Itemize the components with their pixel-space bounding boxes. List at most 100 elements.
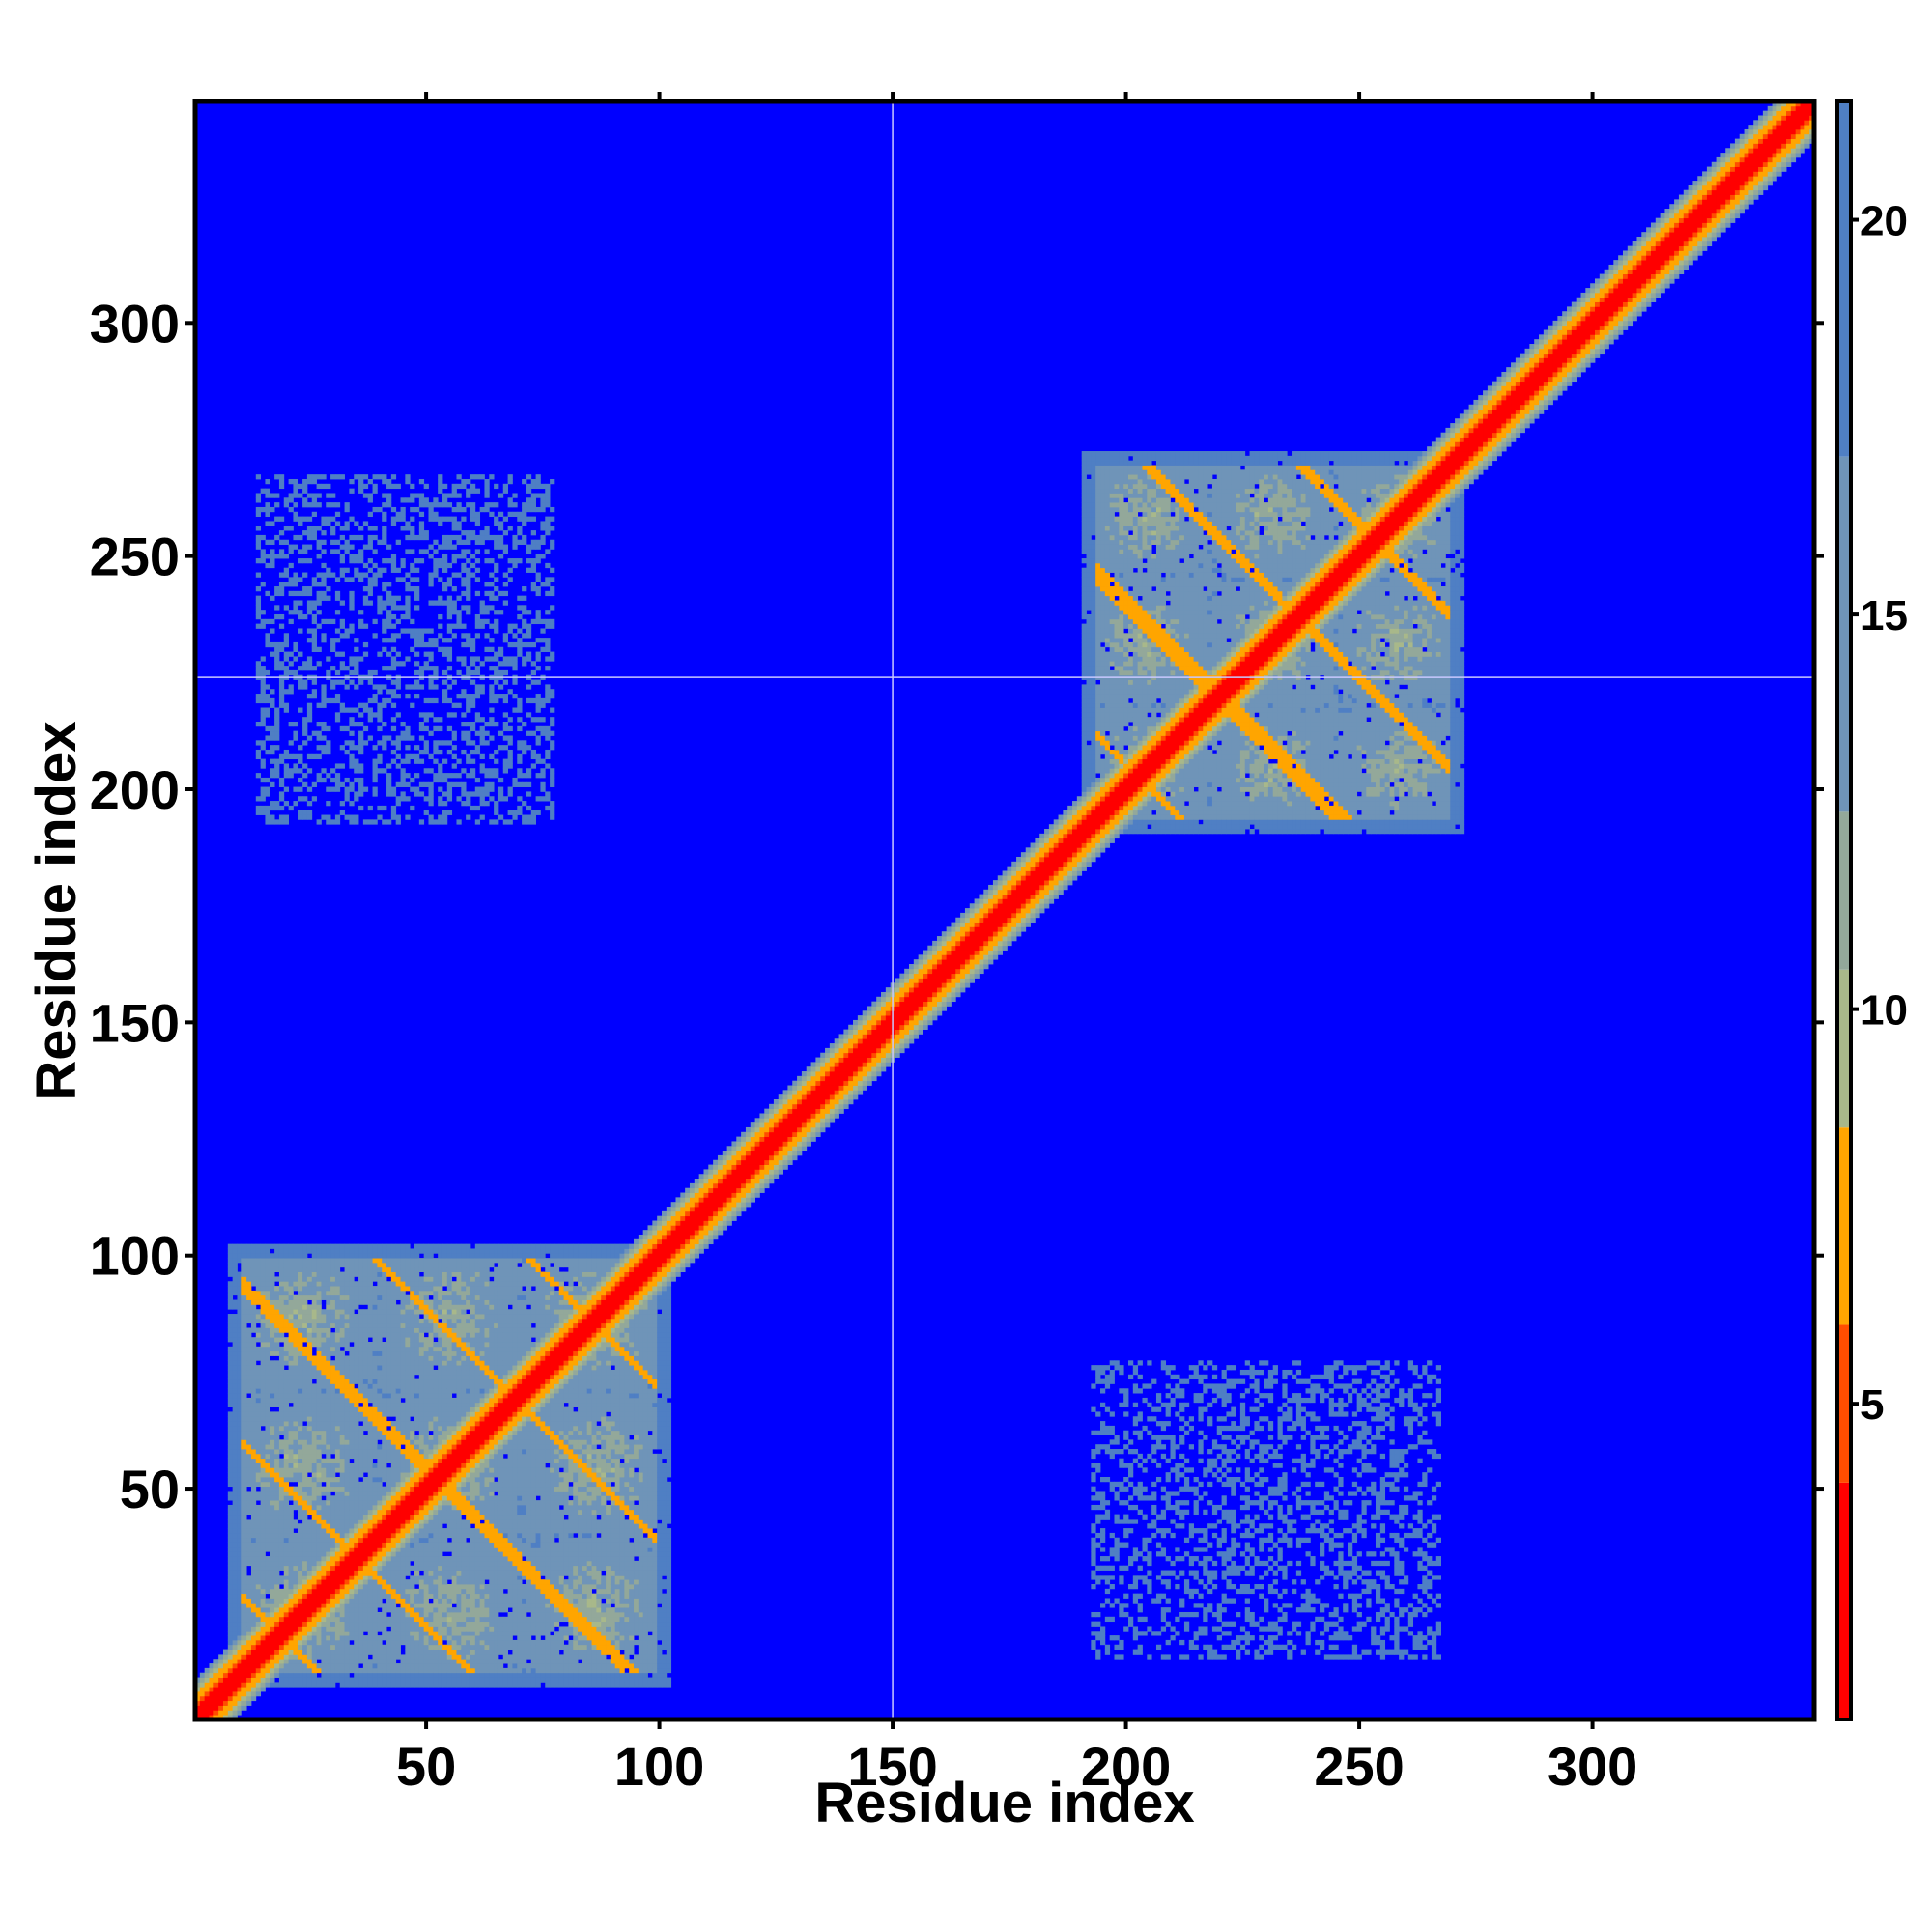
- heatmap-cell: [237, 1654, 242, 1659]
- heatmap-cell: [373, 1304, 378, 1309]
- heatmap-cell: [242, 1579, 246, 1584]
- heatmap-cell: [270, 558, 274, 563]
- heatmap-cell: [377, 726, 382, 731]
- heatmap-cell: [293, 1678, 298, 1683]
- heatmap-cell: [279, 624, 284, 629]
- heatmap-cell: [373, 778, 378, 782]
- heatmap-cell: [405, 1267, 410, 1272]
- heatmap-cell: [242, 1584, 246, 1589]
- heatmap-cell: [251, 1505, 256, 1510]
- heatmap-cell: [233, 1515, 238, 1520]
- heatmap-cell: [326, 517, 330, 522]
- heatmap-cell: [368, 535, 373, 540]
- heatmap-cell: [256, 1416, 261, 1421]
- heatmap-cell: [326, 1309, 330, 1314]
- heatmap-cell: [405, 1276, 410, 1281]
- heatmap-cell: [279, 1323, 284, 1328]
- heatmap-cell: [368, 1300, 373, 1305]
- heatmap-cell: [340, 1383, 345, 1388]
- heatmap-cell: [251, 1258, 256, 1263]
- heatmap-cell: [354, 1566, 358, 1571]
- heatmap-cell: [330, 1543, 335, 1548]
- heatmap-cell: [293, 502, 298, 507]
- heatmap-cell: [317, 601, 322, 606]
- heatmap-cell: [284, 1487, 289, 1492]
- heatmap-cell: [274, 1551, 279, 1556]
- heatmap-cell: [265, 684, 270, 689]
- heatmap-cell: [340, 1439, 345, 1444]
- heatmap-cell: [284, 1622, 289, 1627]
- heatmap-cell: [349, 1515, 354, 1520]
- heatmap-cell: [330, 1375, 335, 1379]
- heatmap-cell: [228, 1319, 233, 1323]
- heatmap-cell: [340, 526, 345, 530]
- heatmap-cell: [265, 1319, 270, 1323]
- heatmap-cell: [358, 1487, 363, 1492]
- heatmap-cell: [256, 540, 261, 545]
- heatmap-cell: [256, 1682, 261, 1687]
- heatmap-cell: [354, 1416, 358, 1421]
- heatmap-cell: [233, 1431, 238, 1435]
- heatmap-cell: [354, 1319, 358, 1323]
- heatmap-cell: [270, 1286, 274, 1291]
- heatmap-cell: [345, 1482, 350, 1487]
- heatmap-cell: [270, 652, 274, 657]
- heatmap-cell: [414, 661, 419, 666]
- heatmap-cell: [373, 759, 378, 764]
- heatmap-cell: [261, 554, 266, 558]
- heatmap-cell: [386, 1510, 391, 1515]
- heatmap-cell: [321, 1566, 326, 1571]
- heatmap-cell: [302, 1515, 307, 1520]
- heatmap-cell: [289, 670, 294, 675]
- heatmap-cell: [391, 1495, 396, 1500]
- heatmap-cell: [396, 1571, 401, 1576]
- heatmap-cell: [289, 1551, 294, 1556]
- heatmap-cell: [354, 1332, 358, 1337]
- heatmap-cell: [233, 1696, 238, 1701]
- heatmap-cell: [326, 586, 330, 591]
- heatmap-cell: [354, 763, 358, 768]
- heatmap-cell: [401, 1267, 406, 1272]
- heatmap-cell: [340, 1635, 345, 1640]
- heatmap-cell: [321, 1407, 326, 1412]
- heatmap-cell: [377, 1519, 382, 1523]
- heatmap-cell: [256, 1691, 261, 1696]
- heatmap-cell: [326, 1421, 330, 1426]
- heatmap-cell: [373, 549, 378, 554]
- heatmap-cell: [242, 1383, 246, 1388]
- heatmap-cell: [279, 1482, 284, 1487]
- heatmap-cell: [419, 1668, 424, 1673]
- heatmap-cell: [223, 1691, 228, 1696]
- heatmap-cell: [326, 1253, 330, 1258]
- heatmap-cell: [330, 1626, 335, 1631]
- heatmap-cell: [401, 1309, 406, 1314]
- heatmap-cell: [302, 1426, 307, 1431]
- heatmap-cell: [340, 1631, 345, 1635]
- heatmap-cell: [405, 1668, 410, 1673]
- heatmap-cell: [377, 689, 382, 694]
- heatmap-cell: [261, 689, 266, 694]
- heatmap-cell: [233, 1383, 238, 1388]
- heatmap-cell: [307, 1351, 312, 1356]
- heatmap-cell: [228, 1328, 233, 1333]
- heatmap-cell: [349, 1421, 354, 1426]
- heatmap-cell: [414, 1449, 419, 1454]
- heatmap-cell: [307, 1482, 312, 1487]
- heatmap-cell: [414, 591, 419, 596]
- heatmap-cell: [401, 1407, 406, 1412]
- heatmap-cell: [256, 1253, 261, 1258]
- heatmap-cell: [265, 806, 270, 810]
- heatmap-cell: [251, 1300, 256, 1305]
- heatmap-cell: [340, 1663, 345, 1668]
- heatmap-cell: [391, 624, 396, 629]
- heatmap-cell: [307, 1659, 312, 1663]
- heatmap-cell: [274, 1398, 279, 1403]
- heatmap-cell: [363, 642, 368, 647]
- heatmap-cell: [298, 1472, 302, 1477]
- heatmap-cell: [391, 1515, 396, 1520]
- heatmap-cell: [335, 1379, 340, 1384]
- heatmap-cell: [284, 1407, 289, 1412]
- heatmap-cell: [396, 1379, 401, 1384]
- heatmap-cell: [284, 1375, 289, 1379]
- heatmap-cell: [410, 1459, 414, 1463]
